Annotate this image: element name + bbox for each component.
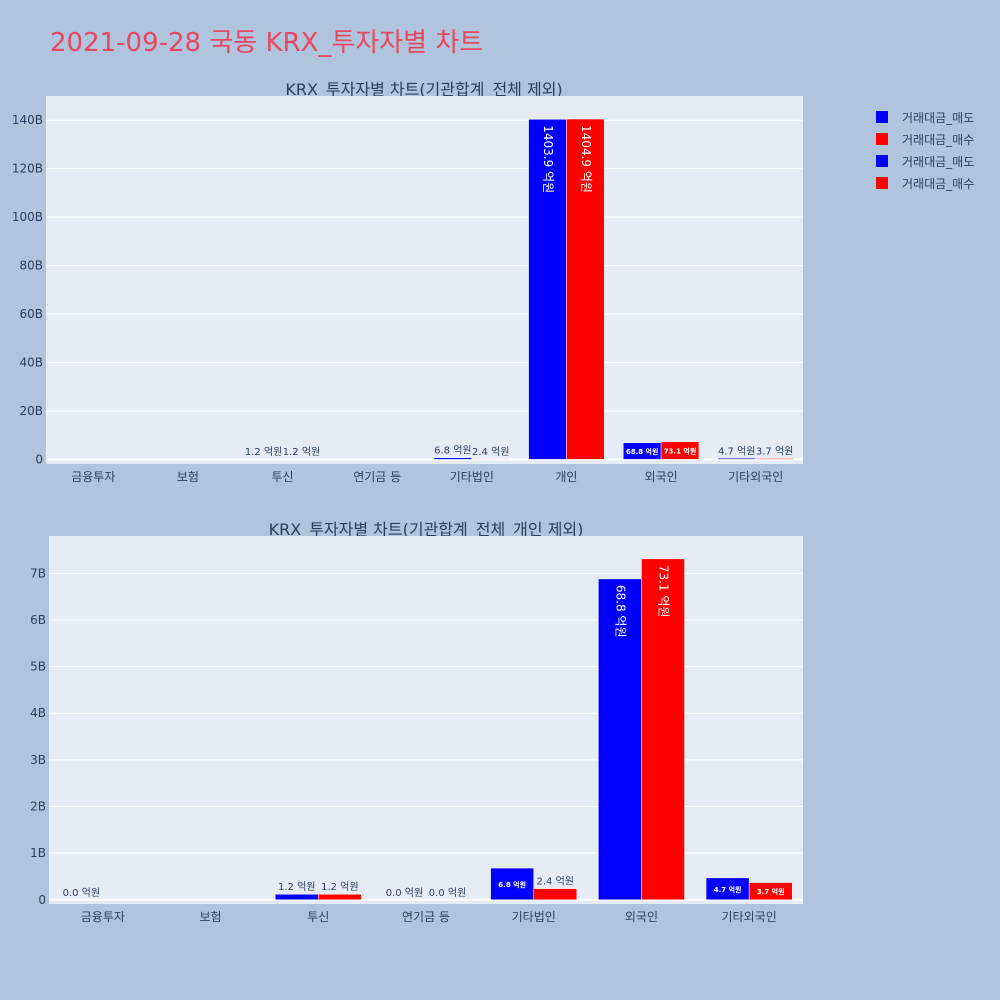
data-label: 6.8 억원 — [498, 880, 526, 889]
bar-buy — [566, 118, 605, 460]
data-label: 3.7 억원 — [757, 887, 785, 896]
bar-sell — [274, 893, 319, 901]
bar-sell — [490, 867, 534, 901]
y-tick-label: 2B — [30, 800, 46, 814]
bar-buy — [748, 882, 793, 901]
legend-item[interactable]: 거래대금_매수 — [876, 172, 974, 194]
data-label: 4.7 억원 — [714, 885, 742, 894]
data-label: 3.7 억원 — [756, 446, 793, 458]
data-label: 4.7 억원 — [718, 445, 755, 457]
y-tick-label: 4B — [30, 706, 46, 720]
x-tick-label: 투신 — [307, 910, 329, 924]
bar-sell — [598, 578, 642, 901]
legend-label: 거래대금_매도 — [902, 110, 975, 125]
x-tick-label: 금융투자 — [71, 470, 115, 484]
chart-title: KRX_투자자별 차트(기관합계_전체 제외) — [285, 80, 562, 100]
data-label: 1.2 억원 — [321, 881, 358, 893]
data-label: 0.0 억원 — [63, 887, 100, 899]
legend-label: 거래대금_매수 — [902, 176, 975, 191]
x-tick-label: 금융투자 — [81, 910, 125, 924]
y-tick-label: 5B — [30, 660, 46, 674]
chart-institution-individual-excluded: KRX_투자자별 차트(기관합계_전체_개인 제외) 0 1B 2B 3B 4B 5B 6B 7… — [30, 520, 803, 924]
y-tick-label: 1B — [30, 846, 46, 860]
legend-item[interactable]: 거래대금_매도 — [876, 106, 974, 128]
data-label: 68.8 억원 — [613, 585, 627, 638]
page-title: 2021-09-28 국동 KRX_투자자별 차트 — [50, 28, 484, 58]
plot-area — [46, 96, 803, 464]
legend-label: 거래대금_매수 — [902, 132, 975, 147]
data-label: 1.2 억원 — [245, 446, 282, 458]
bar-buy — [641, 558, 685, 901]
data-label: 1404.9 억원 — [579, 125, 593, 193]
x-tick-label: 외국인 — [625, 910, 658, 924]
chart-institution-excluded: KRX_투자자별 차트(기관합계_전체 제외) 0 20B 40B 60B 80B 100B… — [12, 80, 803, 484]
bar-sell — [528, 119, 567, 460]
legend-swatch — [876, 155, 888, 167]
chart-title: KRX_투자자별 차트(기관합계_전체_개인 제외) — [269, 520, 584, 540]
y-tick-label: 140B — [12, 113, 43, 127]
x-tick-label: 기타법인 — [512, 910, 556, 924]
y-tick-label: 6B — [30, 613, 46, 627]
x-tick-label: 외국인 — [645, 470, 678, 484]
y-tick-label: 40B — [19, 355, 43, 369]
x-tick-label: 보험 — [177, 470, 199, 484]
data-label: 2.4 억원 — [537, 876, 574, 888]
data-label: 0.0 억원 — [386, 887, 423, 899]
bar-buy — [755, 458, 794, 460]
bar-buy — [533, 888, 578, 901]
data-label: 1.2 억원 — [283, 446, 320, 458]
legend-swatch — [876, 111, 888, 123]
y-tick-label: 7B — [30, 566, 46, 580]
data-label: 68.8 억원 — [626, 447, 659, 456]
x-tick-label: 기타외국인 — [728, 470, 783, 484]
legend-item[interactable]: 거래대금_매도 — [876, 150, 974, 172]
x-tick-label: 투신 — [272, 470, 294, 484]
y-tick-label: 0 — [38, 893, 46, 907]
data-label: 1403.9 억원 — [541, 125, 555, 193]
bar-buy — [318, 893, 362, 901]
plot-area — [49, 536, 803, 904]
y-tick-label: 3B — [30, 753, 46, 767]
y-tick-label: 100B — [12, 210, 43, 224]
y-tick-label: 120B — [12, 162, 43, 176]
y-tick-label: 80B — [19, 259, 43, 273]
y-tick-label: 60B — [19, 307, 43, 321]
y-tick-label: 20B — [19, 404, 43, 418]
legend-item[interactable]: 거래대금_매수 — [876, 128, 974, 150]
x-tick-label: 연기금 등 — [402, 910, 450, 924]
data-label: 2.4 억원 — [472, 446, 509, 458]
legend-swatch — [876, 133, 888, 145]
data-label: 0.0 억원 — [429, 887, 466, 899]
x-tick-label: 기타외국인 — [722, 910, 777, 924]
legend-swatch — [876, 177, 888, 189]
data-label: 73.1 억원 — [656, 565, 670, 618]
legend: 거래대금_매도 거래대금_매수 거래대금_매도 거래대금_매수 — [876, 106, 974, 194]
data-label: 73.1 억원 — [664, 447, 697, 456]
data-label: 6.8 억원 — [434, 445, 471, 457]
x-tick-label: 기타법인 — [450, 470, 494, 484]
x-tick-label: 개인 — [555, 470, 577, 484]
data-label: 1.2 억원 — [278, 881, 315, 893]
y-tick-label: 0 — [35, 452, 43, 466]
x-tick-label: 연기금 등 — [353, 470, 401, 484]
bar-buy — [660, 441, 700, 460]
x-tick-label: 보험 — [200, 910, 222, 924]
legend-label: 거래대금_매도 — [902, 154, 975, 169]
bar-buy — [471, 458, 510, 460]
